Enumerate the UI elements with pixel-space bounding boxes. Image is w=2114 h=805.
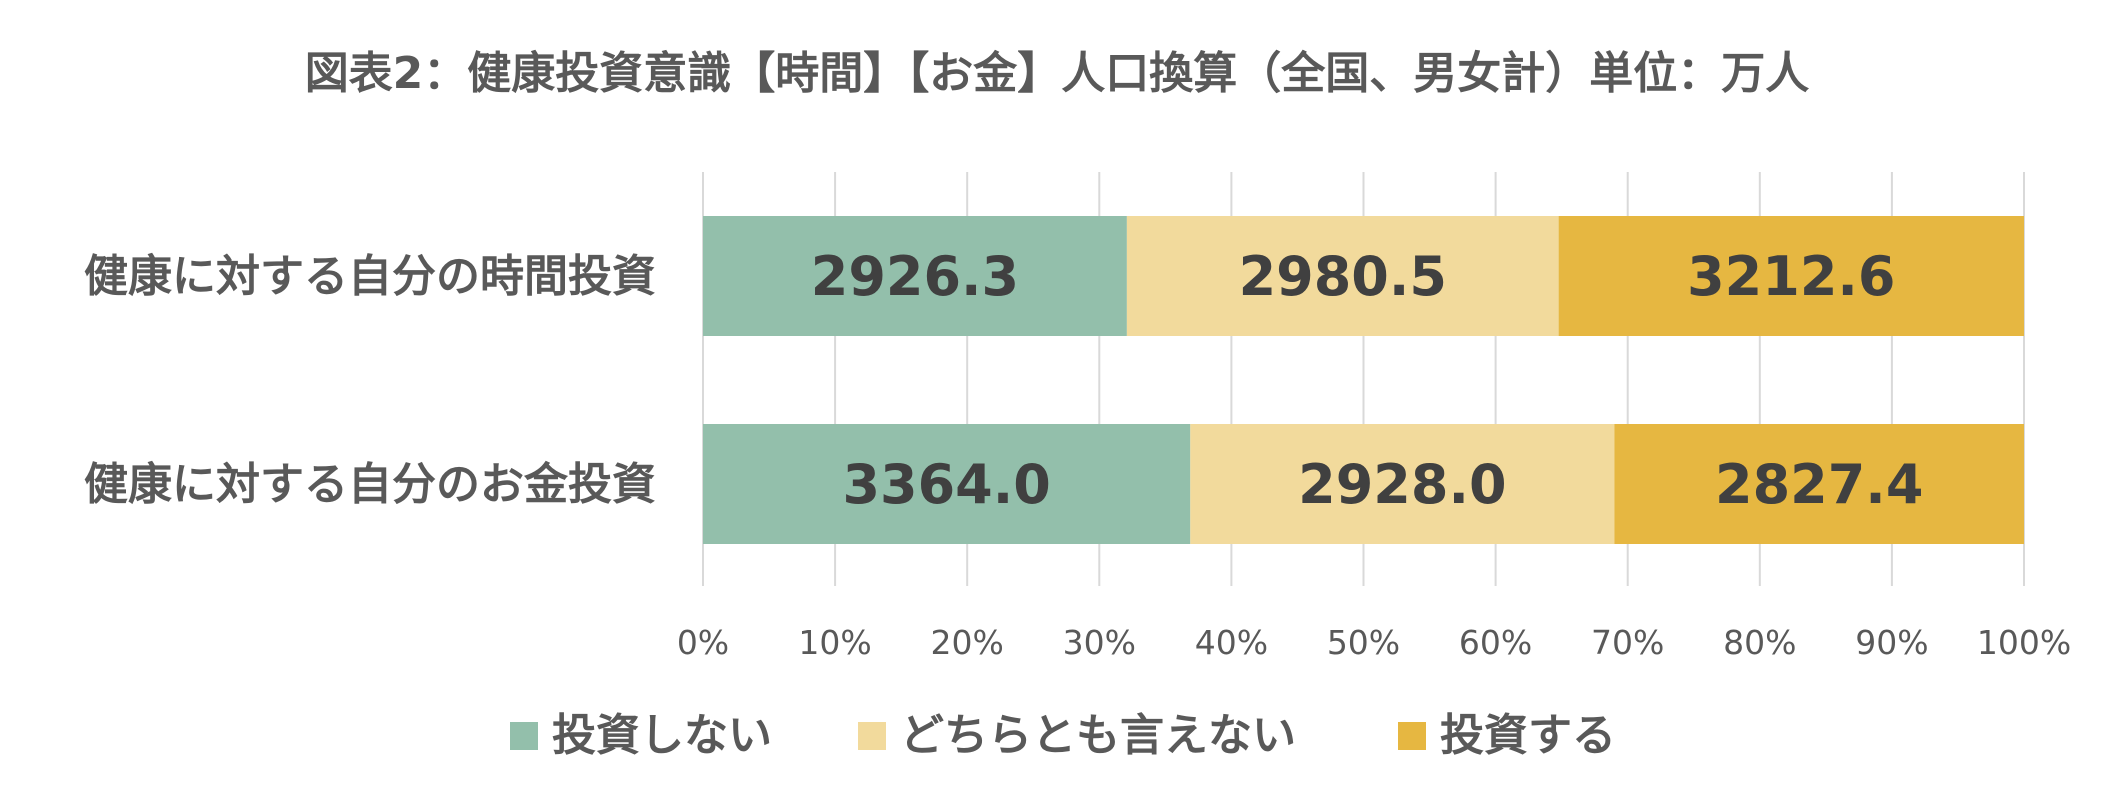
data-label: 2926.3 — [811, 245, 1019, 308]
bar-segment — [703, 216, 1127, 336]
bar-segment — [1558, 216, 2024, 336]
legend-swatch — [1398, 722, 1426, 750]
data-label: 2980.5 — [1239, 245, 1447, 308]
legend: 投資しない どちらとも言えない 投資する — [510, 710, 1616, 761]
legend-label: 投資しない — [552, 710, 772, 761]
bars: 2926.3 2980.5 3212.6 3364.0 2928.0 2827.4 — [703, 216, 2024, 544]
bar-segment — [1614, 424, 2024, 544]
legend-swatch — [510, 722, 538, 750]
category-label: 健康に対する自分の時間投資 — [84, 251, 656, 302]
x-axis-ticks: 0% 10% 20% 30% 40% 50% 60% 70% 80% 90% 100% — [677, 623, 2071, 662]
x-tick-label: 30% — [1063, 623, 1136, 662]
x-tick-label: 80% — [1723, 623, 1796, 662]
legend-swatch — [858, 722, 886, 750]
bar-segment — [1126, 216, 1559, 336]
category-label: 健康に対する自分のお金投資 — [84, 459, 656, 510]
x-tick-label: 20% — [931, 623, 1004, 662]
data-label: 2827.4 — [1715, 453, 1923, 516]
chart-title: 図表2：健康投資意識【時間】【お金】人口換算（全国、男女計）単位：万人 — [305, 48, 1810, 99]
data-label: 3364.0 — [842, 453, 1050, 516]
data-label: 2928.0 — [1298, 453, 1506, 516]
legend-label: 投資する — [1440, 710, 1616, 761]
x-tick-label: 100% — [1977, 623, 2071, 662]
legend-label: どちらとも言えない — [900, 710, 1296, 761]
data-label: 3212.6 — [1687, 245, 1895, 308]
x-tick-label: 60% — [1459, 623, 1532, 662]
x-tick-label: 40% — [1195, 623, 1268, 662]
x-tick-label: 50% — [1327, 623, 1400, 662]
x-tick-label: 70% — [1591, 623, 1664, 662]
x-tick-label: 0% — [677, 623, 729, 662]
x-tick-label: 10% — [798, 623, 871, 662]
x-tick-label: 90% — [1855, 623, 1928, 662]
bar-segment — [703, 424, 1191, 544]
bar-segment — [1190, 424, 1615, 544]
